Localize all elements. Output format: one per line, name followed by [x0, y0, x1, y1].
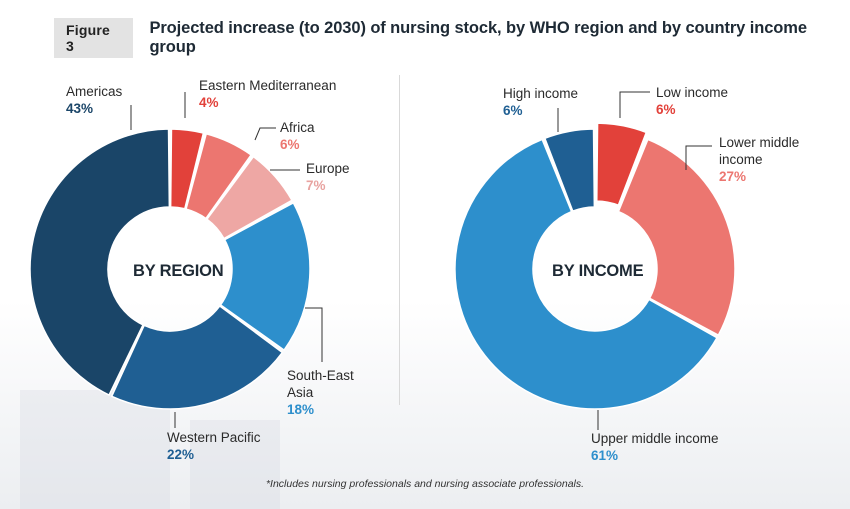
leader-line-africa [254, 127, 276, 141]
figure-number-badge: Figure 3 [54, 18, 134, 58]
donut-slice-low-income [596, 122, 648, 207]
leader-line-lower-middle-income [685, 145, 712, 170]
chart-divider [399, 75, 400, 405]
label-south-east-asia: South-East Asia 18% [287, 368, 354, 417]
donut-slice-africa [185, 132, 253, 220]
donut-slice-high-income [543, 128, 596, 213]
donut-slice-western-pacific [110, 304, 284, 410]
leader-line-south-east-asia [305, 307, 323, 362]
value-label-western-pacific: 22% [167, 447, 195, 462]
leader-lines [130, 91, 712, 430]
figure-title: Projected increase (to 2030) of nursing … [149, 19, 807, 56]
label-low-income: Low income 6% [656, 85, 729, 117]
label-europe: Europe 7% [306, 161, 350, 193]
background-building-shape [20, 390, 170, 509]
figure-header: Figure 3 Projected increase (to 2030) of… [54, 18, 850, 58]
donut-slice-eastern-mediterranean [169, 128, 205, 210]
value-label-upper-middle-income: 61% [591, 448, 619, 463]
label-africa: Africa 6% [280, 120, 315, 152]
donut-chart-by-region [29, 128, 311, 410]
value-label-americas: 43% [66, 101, 94, 116]
footnote: *Includes nursing professionals and nurs… [265, 478, 585, 490]
donut-slice-americas [29, 128, 171, 397]
donut-slice-lower-middle-income [617, 138, 736, 337]
value-label-eastern-mediterranean: 4% [199, 95, 219, 110]
value-label-europe: 7% [306, 178, 326, 193]
donut-chart-by-income [454, 122, 736, 410]
center-label-by-income: BY INCOME [552, 262, 644, 280]
label-western-pacific: Western Pacific 22% [167, 430, 261, 462]
label-americas: Americas 43% [66, 84, 123, 116]
label-upper-middle-income: Upper middle income 61% [591, 431, 719, 463]
value-label-africa: 6% [280, 137, 300, 152]
donut-slice-europe [205, 155, 293, 240]
label-high-income: High income 6% [503, 86, 579, 118]
value-label-lower-middle-income: 27% [719, 169, 747, 184]
label-eastern-mediterranean: Eastern Mediterranean 4% [199, 78, 337, 110]
value-label-south-east-asia: 18% [287, 402, 315, 417]
label-lower-middle-income: Lower middle income 27% [719, 135, 800, 184]
leader-line-low-income [619, 91, 650, 118]
donut-slice-south-east-asia [219, 201, 311, 352]
value-label-high-income: 6% [503, 103, 523, 118]
value-label-low-income: 6% [656, 102, 676, 117]
background-building-shape [190, 420, 280, 509]
center-label-by-region: BY REGION [133, 262, 224, 280]
donut-slice-upper-middle-income [454, 138, 718, 410]
